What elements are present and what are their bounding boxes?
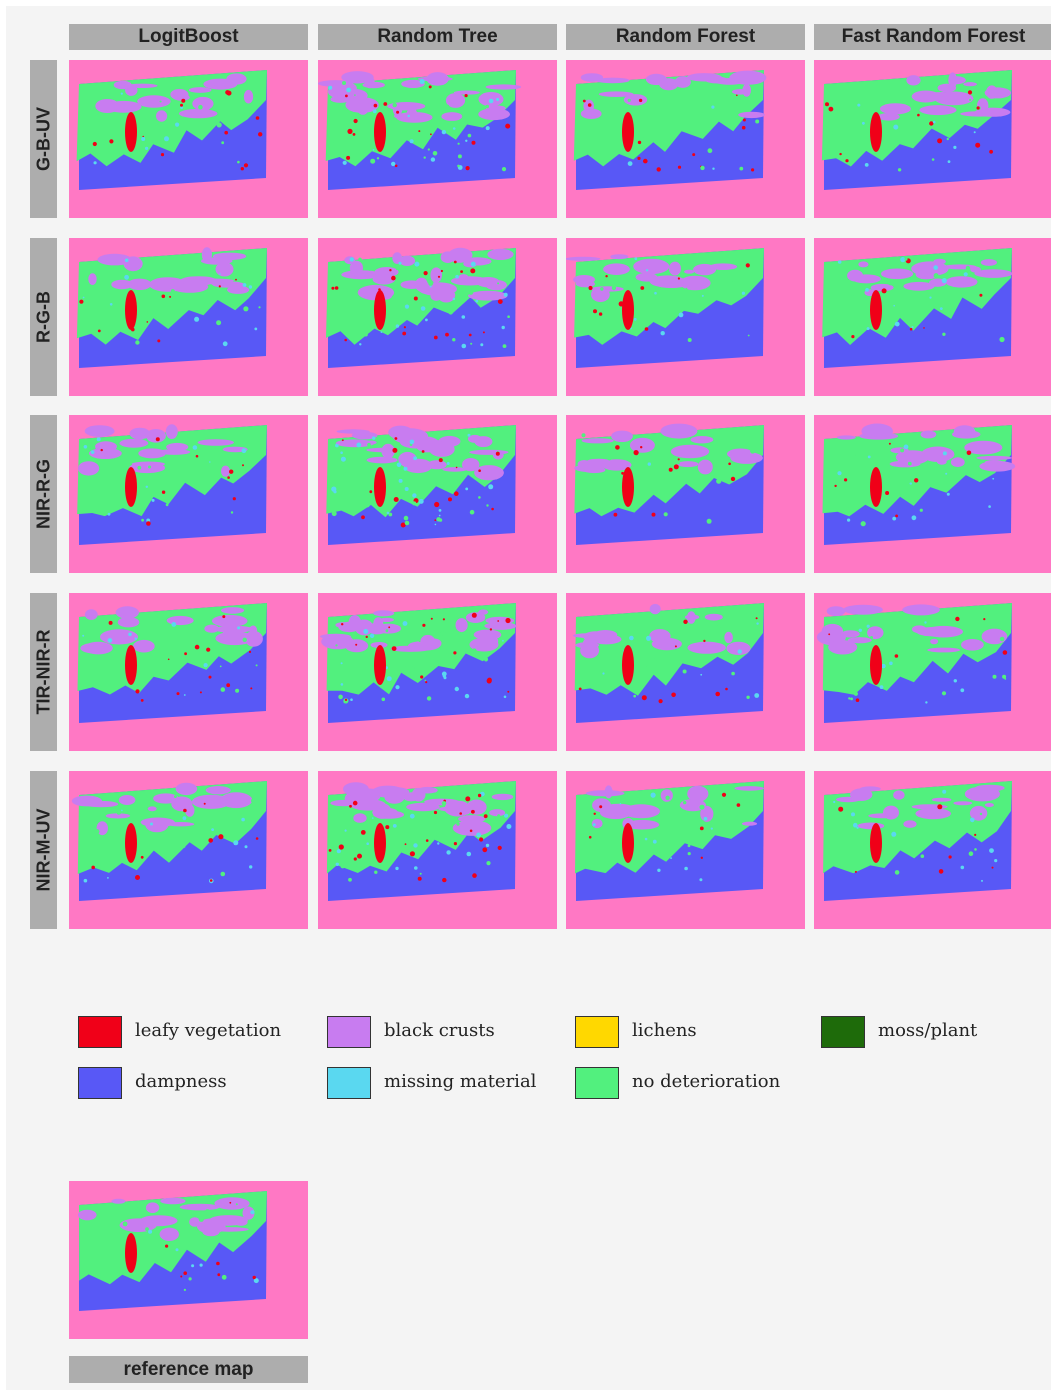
column-header-logitboost: LogitBoost: [69, 24, 308, 50]
row-header-g-b-uv: G-B-UV: [30, 60, 57, 218]
classification-map-tir-nir-r-logitboost: [69, 593, 308, 751]
row-header-r-g-b: R-G-B: [30, 238, 57, 396]
column-header-fast-random-forest: Fast Random Forest: [814, 24, 1051, 50]
classification-map-nir-m-uv-random-forest: [566, 771, 805, 929]
row-label: TIR-NIR-R: [33, 629, 53, 715]
classification-map-tir-nir-r-fast-random-forest: [814, 593, 1051, 751]
legend-label: black crusts: [384, 1020, 495, 1041]
legend-label: missing material: [384, 1071, 537, 1092]
row-label: NIR-M-UV: [33, 808, 53, 892]
legend-swatch: [575, 1016, 619, 1048]
classification-map-nir-r-g-fast-random-forest: [814, 415, 1051, 573]
classification-map-g-b-uv-fast-random-forest: [814, 60, 1051, 218]
classification-map-r-g-b-random-forest: [566, 238, 805, 396]
classification-map-nir-r-g-random-tree: [318, 415, 557, 573]
legend-label: lichens: [632, 1020, 697, 1041]
legend-swatch: [327, 1067, 371, 1099]
row-header-nir-r-g: NIR-R-G: [30, 415, 57, 573]
legend-swatch: [327, 1016, 371, 1048]
classification-map-nir-r-g-random-forest: [566, 415, 805, 573]
column-header-random-forest: Random Forest: [566, 24, 805, 50]
legend-swatch: [821, 1016, 865, 1048]
row-header-nir-m-uv: NIR-M-UV: [30, 771, 57, 929]
row-label: G-B-UV: [33, 107, 53, 171]
classification-map-nir-m-uv-logitboost: [69, 771, 308, 929]
classification-map-tir-nir-r-random-forest: [566, 593, 805, 751]
legend-label: dampness: [135, 1071, 227, 1092]
classification-map-r-g-b-logitboost: [69, 238, 308, 396]
legend-label: leafy vegetation: [135, 1020, 282, 1041]
classification-map-g-b-uv-random-forest: [566, 60, 805, 218]
classification-map-g-b-uv-logitboost: [69, 60, 308, 218]
row-header-tir-nir-r: TIR-NIR-R: [30, 593, 57, 751]
row-label: R-G-B: [33, 291, 53, 343]
row-label: NIR-R-G: [33, 459, 53, 529]
classification-map-r-g-b-random-tree: [318, 238, 557, 396]
classification-map-r-g-b-fast-random-forest: [814, 238, 1051, 396]
legend-label: no deterioration: [632, 1071, 781, 1092]
reference-map-label: reference map: [69, 1356, 308, 1383]
legend-swatch: [78, 1016, 122, 1048]
legend-label: moss/plant: [878, 1020, 978, 1041]
classification-map-tir-nir-r-random-tree: [318, 593, 557, 751]
classification-map-g-b-uv-random-tree: [318, 60, 557, 218]
classification-map-nir-m-uv-random-tree: [318, 771, 557, 929]
classification-map-nir-m-uv-fast-random-forest: [814, 771, 1051, 929]
figure-panel: LogitBoost Random Tree Random Forest Fas…: [6, 6, 1051, 1390]
column-header-random-tree: Random Tree: [318, 24, 557, 50]
legend-swatch: [78, 1067, 122, 1099]
classification-map-nir-r-g-logitboost: [69, 415, 308, 573]
legend-swatch: [575, 1067, 619, 1099]
reference-map-image: [69, 1181, 308, 1339]
